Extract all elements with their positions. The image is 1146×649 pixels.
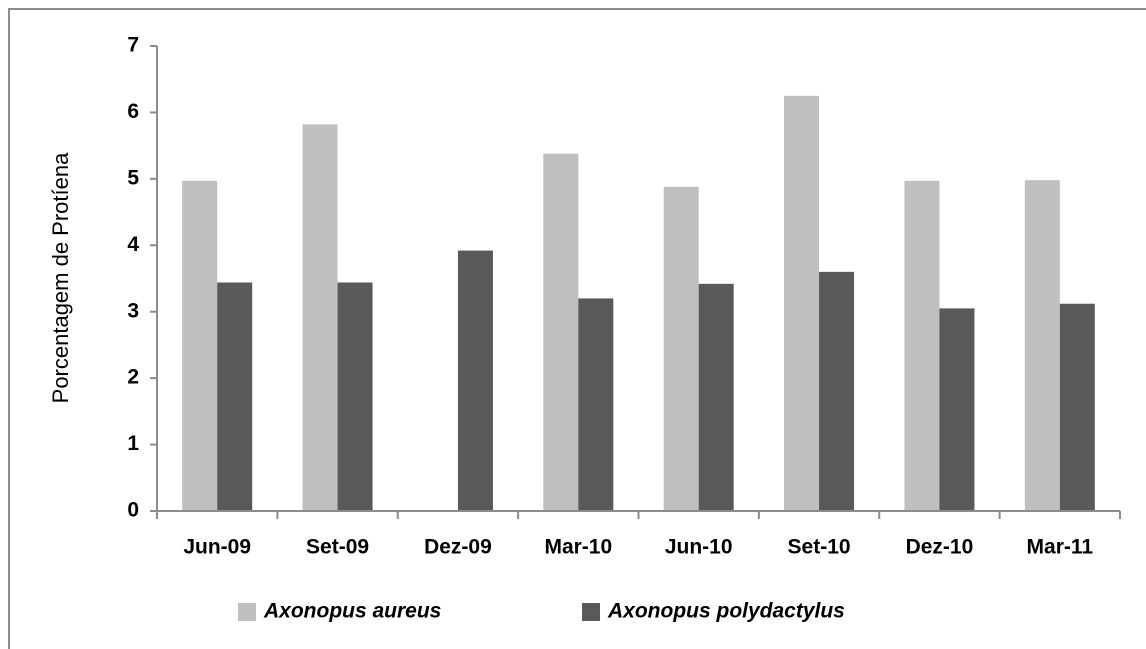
y-tick-label: 3 — [127, 299, 139, 322]
bar — [578, 298, 614, 511]
bar — [904, 180, 940, 511]
legend-swatch — [238, 603, 256, 621]
y-axis-label: Porcentagem de Protíena — [48, 152, 73, 403]
bar — [698, 283, 734, 511]
chart-frame — [8, 8, 1146, 649]
y-tick-label: 0 — [127, 499, 139, 522]
y-tick-label: 2 — [127, 366, 139, 389]
x-tick-label: Set-09 — [306, 536, 369, 559]
x-tick-label: Mar-11 — [1027, 536, 1094, 559]
bar — [543, 153, 579, 511]
y-tick-label: 7 — [127, 34, 139, 57]
legend-label: Axonopus aureus — [263, 600, 441, 623]
bar — [217, 282, 253, 511]
bar — [457, 250, 493, 511]
x-tick-label: Set-10 — [788, 536, 851, 559]
bar — [302, 124, 338, 511]
y-tick-label: 1 — [127, 432, 139, 455]
bar — [1059, 303, 1095, 511]
legend-label: Axonopus polydactylus — [607, 600, 845, 623]
x-tick-label: Jun-09 — [183, 536, 251, 559]
legend-swatch — [582, 603, 600, 621]
bar — [939, 308, 975, 511]
y-tick-label: 5 — [127, 166, 139, 189]
bar — [663, 186, 699, 512]
bar — [1024, 180, 1060, 511]
x-tick-label: Dez-10 — [906, 536, 974, 559]
x-tick-label: Mar-10 — [544, 536, 612, 559]
x-tick-label: Dez-09 — [424, 536, 492, 559]
bar — [819, 271, 855, 511]
x-tick-label: Jun-10 — [665, 536, 733, 559]
bar — [337, 282, 373, 511]
bar — [182, 180, 218, 511]
y-tick-label: 6 — [127, 100, 139, 123]
y-tick-label: 4 — [127, 233, 139, 256]
bar — [784, 95, 820, 512]
